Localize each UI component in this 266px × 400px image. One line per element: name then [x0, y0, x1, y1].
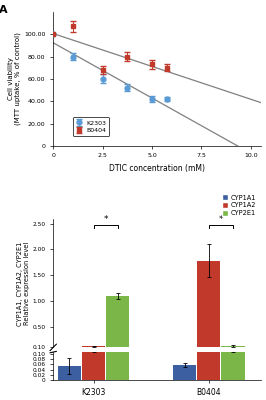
Bar: [58, 350, 81, 352]
Bar: [197, 261, 220, 352]
Legend: K2303, B0404: K2303, B0404: [73, 117, 109, 136]
Bar: [106, 296, 129, 352]
Bar: [222, 349, 244, 380]
Bar: [82, 349, 105, 380]
Bar: [106, 96, 129, 380]
Text: A: A: [0, 5, 8, 15]
X-axis label: DTIC concentration (mM): DTIC concentration (mM): [109, 164, 205, 173]
Bar: [222, 346, 244, 352]
Y-axis label: CYP1A1, CYP1A2, CYP2E1
Relative expression level: CYP1A1, CYP1A2, CYP2E1 Relative expressi…: [17, 241, 30, 326]
Text: *: *: [219, 215, 223, 224]
Legend: CYP1A1, CYP1A2, CYP2E1: CYP1A1, CYP1A2, CYP2E1: [221, 193, 257, 217]
Bar: [82, 346, 105, 352]
Bar: [173, 365, 196, 380]
Bar: [197, 0, 220, 380]
Y-axis label: Cell viability
(MTT uptake, % of control): Cell viability (MTT uptake, % of control…: [8, 32, 21, 125]
Bar: [58, 366, 81, 380]
Text: *: *: [103, 215, 108, 224]
Bar: [173, 349, 196, 352]
